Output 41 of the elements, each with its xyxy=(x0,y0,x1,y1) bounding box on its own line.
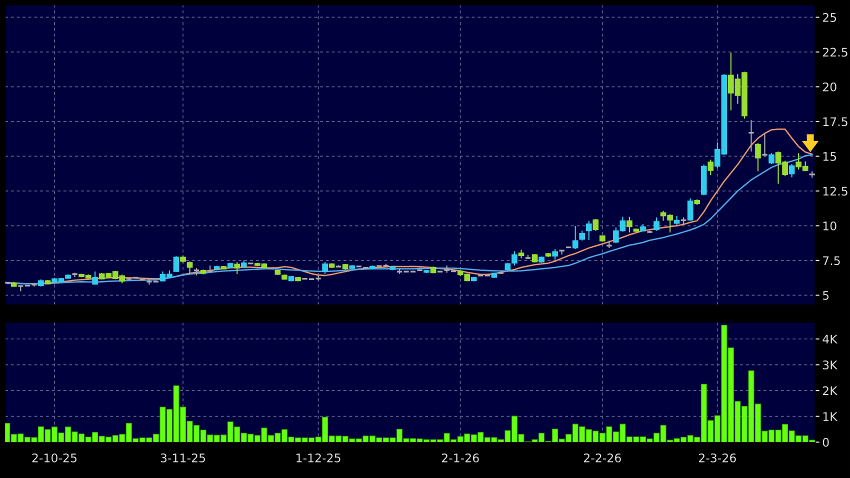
candlestick xyxy=(687,198,694,222)
y-tick-label: 12.5 xyxy=(823,186,848,196)
y-tick-label: 3K xyxy=(822,360,838,370)
candlestick xyxy=(626,216,632,233)
y-tick-label: 4K xyxy=(822,334,838,344)
candlestick xyxy=(579,230,586,242)
candlestick xyxy=(761,132,768,157)
candlestick xyxy=(322,262,328,274)
x-tick-label: 2-3-26 xyxy=(698,453,736,462)
candlestick xyxy=(572,225,578,250)
y-tick-label: 22.5 xyxy=(822,48,848,57)
candlestick xyxy=(234,262,240,275)
x-tick-label: 2-2-26 xyxy=(584,453,621,462)
line-series xyxy=(6,154,813,285)
x-tick-label: 2-10-25 xyxy=(32,453,76,462)
candlestick xyxy=(173,256,180,273)
x-tick-label: 3-11-25 xyxy=(160,453,206,462)
candlestick xyxy=(71,272,78,278)
candlestick xyxy=(708,159,714,176)
y-tick-label: 10 xyxy=(823,221,836,230)
candlestick xyxy=(592,218,599,232)
candlestick xyxy=(788,163,795,178)
y-tick-label: 15 xyxy=(823,152,836,161)
candlestick xyxy=(755,142,761,172)
y-tick-label: 5 xyxy=(823,291,829,300)
y-tick-label: 20 xyxy=(822,82,836,92)
candlestick xyxy=(92,270,98,286)
candlestick xyxy=(552,248,558,260)
x-tick-label: 1-12-25 xyxy=(296,453,340,462)
candlestick xyxy=(768,152,774,165)
y-tick-label: 25 xyxy=(822,13,836,22)
y-tick-label: 7.5 xyxy=(823,256,840,266)
x-tick-label: 2-1-26 xyxy=(442,453,479,462)
candlestick xyxy=(586,220,592,241)
y-tick-label: 1K xyxy=(823,412,838,421)
y-tick-label: 2K xyxy=(822,386,838,396)
y-tick-label: 0 xyxy=(822,438,829,447)
candlestick xyxy=(748,120,755,152)
candlestick xyxy=(186,260,193,274)
y-tick-label: 17.5 xyxy=(823,117,848,126)
candlestick xyxy=(654,216,660,232)
